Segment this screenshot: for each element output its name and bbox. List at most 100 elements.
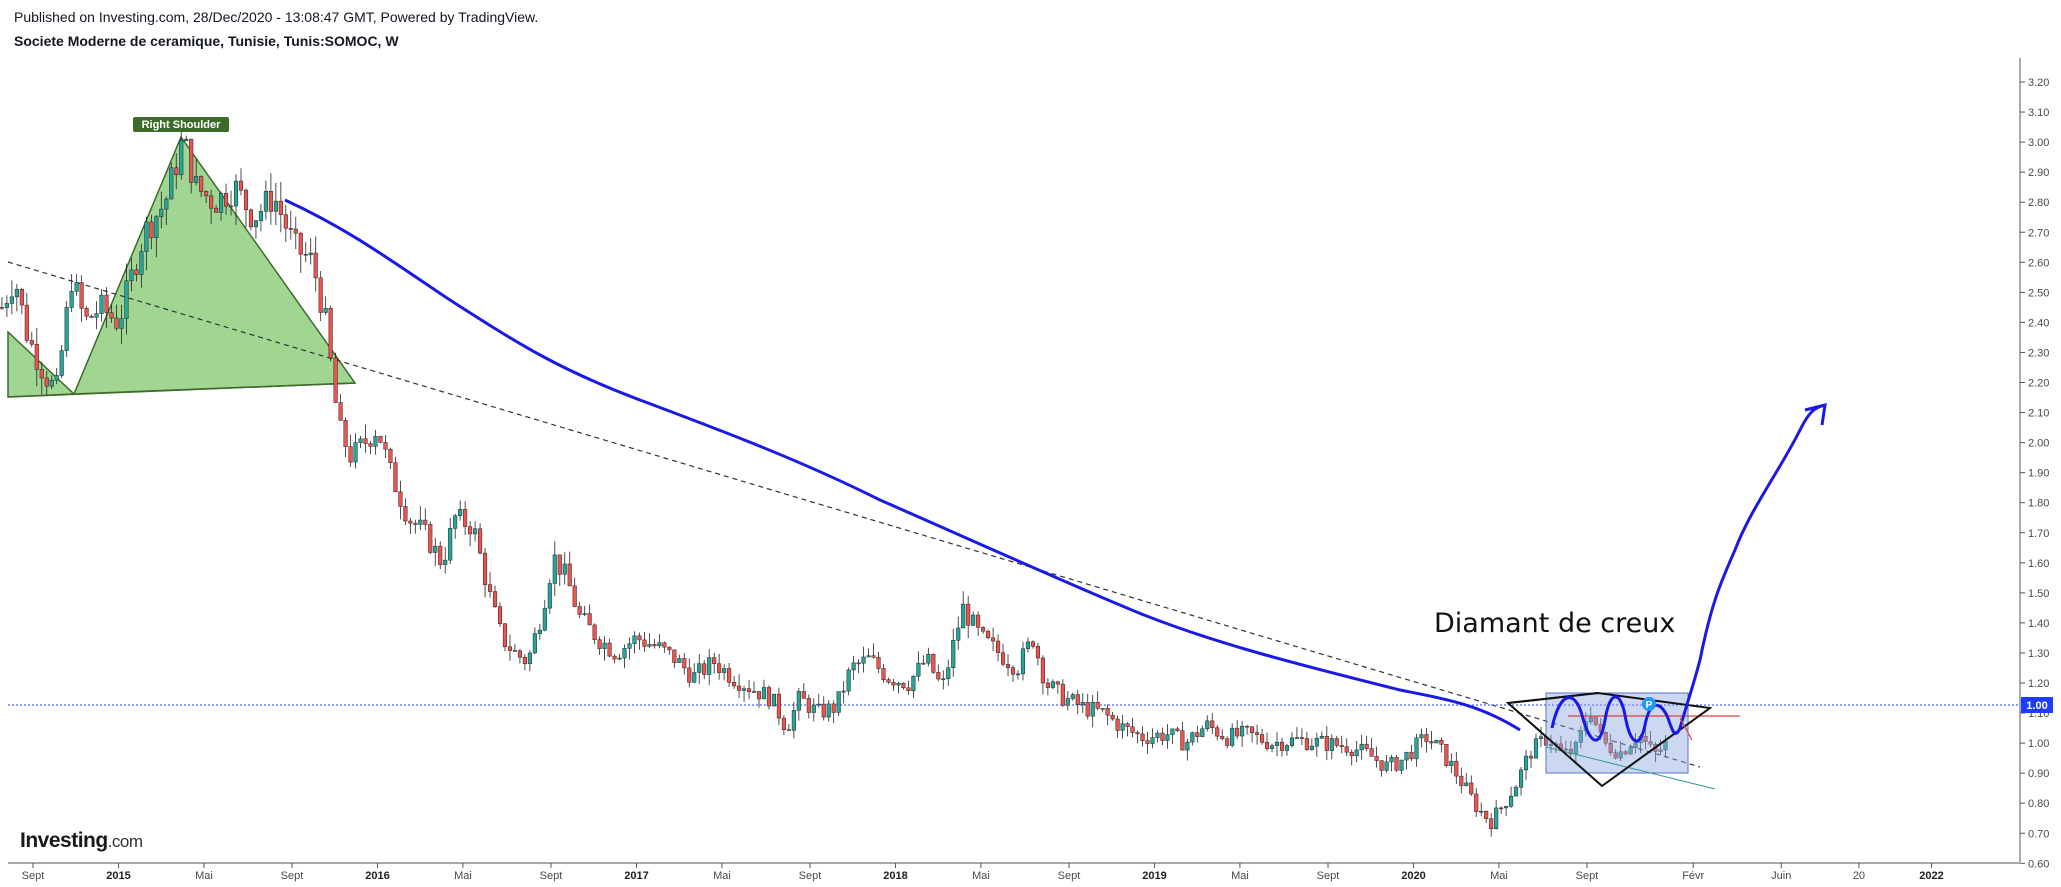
candle-down: [1324, 736, 1329, 751]
time-tick-label: Mai: [454, 870, 472, 882]
candle-up: [1205, 720, 1210, 730]
candle-up: [1414, 737, 1419, 760]
price-tick-label: 2.90: [2028, 167, 2049, 179]
candle-up: [1494, 807, 1499, 830]
dashed-trendline[interactable]: [7, 261, 1701, 768]
candle-down: [901, 682, 906, 689]
candle-up: [836, 691, 841, 713]
left-shoulder-area[interactable]: [7, 330, 76, 398]
candle-down: [727, 668, 732, 683]
candle-up: [677, 658, 682, 663]
candle-up: [164, 198, 169, 210]
candle-up: [751, 691, 757, 693]
candle-up: [154, 216, 159, 238]
right-shoulder-badge[interactable]: [133, 117, 229, 132]
candle-down: [278, 200, 283, 215]
candle-down: [906, 687, 911, 692]
candle-down: [1299, 737, 1304, 739]
candle-down: [1110, 714, 1115, 720]
right-shoulder-area[interactable]: [72, 135, 357, 395]
candle-down: [881, 668, 886, 680]
candle-up: [1509, 795, 1514, 807]
candle-up: [308, 252, 313, 256]
candle-up: [64, 307, 69, 351]
candle-down: [104, 294, 109, 313]
support-line[interactable]: [1545, 746, 1716, 790]
candle-up: [1504, 806, 1509, 809]
moving-average-curve[interactable]: [284, 198, 1521, 732]
diamond-annotation: Diamant de creux: [1434, 608, 1675, 639]
candle-down: [463, 509, 468, 527]
consolidation-box[interactable]: [1545, 692, 1689, 774]
candle-down: [1459, 775, 1464, 786]
price-tick-label: 2.50: [2028, 287, 2049, 299]
diamond-edge: [1507, 692, 1599, 704]
candle-down: [378, 436, 383, 443]
p-marker-icon[interactable]: [1642, 697, 1656, 711]
candle-down: [293, 228, 298, 234]
candle-down: [567, 563, 572, 587]
candle-up: [1389, 757, 1394, 763]
candle-up: [1065, 698, 1070, 706]
candle-up: [1120, 723, 1125, 731]
price-tick-label: 3.20: [2028, 77, 2049, 89]
candle-up: [258, 211, 263, 221]
candle-down: [876, 656, 881, 669]
candle-down: [383, 442, 388, 450]
time-tick-label: Mai: [972, 870, 990, 882]
candle-up: [1434, 739, 1439, 744]
candle-down: [871, 655, 876, 658]
candle-up: [159, 208, 164, 218]
candle-up: [1578, 730, 1583, 743]
candle-down: [891, 681, 896, 686]
candle-up: [1274, 741, 1280, 746]
projection-wave[interactable]: [1550, 403, 1826, 743]
candle-down: [1055, 681, 1060, 685]
candle-up: [1070, 694, 1075, 699]
candle-up: [453, 515, 458, 529]
candle-up: [1548, 744, 1553, 746]
candle-down: [1474, 793, 1479, 812]
candle-down: [1145, 740, 1150, 744]
candle-down: [288, 228, 293, 230]
neckline[interactable]: [7, 382, 356, 398]
candle-down: [702, 663, 707, 675]
time-tick-label: Sept: [1317, 870, 1340, 882]
candle-down: [0, 307, 4, 309]
candle-down: [572, 585, 577, 607]
candle-down: [1135, 732, 1140, 735]
candle-down: [1364, 743, 1369, 749]
candle-down: [368, 443, 373, 447]
candle-up: [617, 657, 622, 660]
candle-up: [816, 703, 821, 706]
candle-down: [204, 191, 209, 197]
price-tick-label: 2.60: [2028, 257, 2049, 269]
candle-down: [831, 703, 836, 713]
candle-down: [1175, 728, 1180, 731]
candle-down: [303, 253, 308, 256]
candle-down: [637, 635, 642, 641]
candle-up: [811, 704, 816, 713]
candle-up: [253, 220, 258, 228]
candle-down: [492, 591, 498, 607]
candle-down: [1045, 682, 1050, 688]
candle-down: [19, 288, 24, 306]
candle-down: [612, 655, 617, 660]
candle-up: [846, 669, 851, 692]
candle-up: [119, 318, 124, 329]
candle-down: [522, 657, 527, 665]
candle-down: [1105, 708, 1110, 716]
price-tick-label: 2.00: [2028, 438, 2049, 450]
candle-up: [971, 614, 976, 626]
candle-down: [1210, 720, 1215, 729]
investing-logo[interactable]: Investing.com: [20, 829, 143, 853]
time-tick-label: 2020: [1401, 870, 1425, 882]
candle-up: [129, 269, 134, 282]
candle-up: [1618, 751, 1623, 759]
candle-down: [1060, 683, 1065, 706]
candle-up: [1020, 648, 1026, 675]
candle-down: [1339, 745, 1344, 747]
candle-down: [1528, 755, 1534, 759]
time-axis: Sept 2015 Mai Sept 2016 Mai Sept 2017 Mai Sept 201…: [22, 863, 1944, 882]
